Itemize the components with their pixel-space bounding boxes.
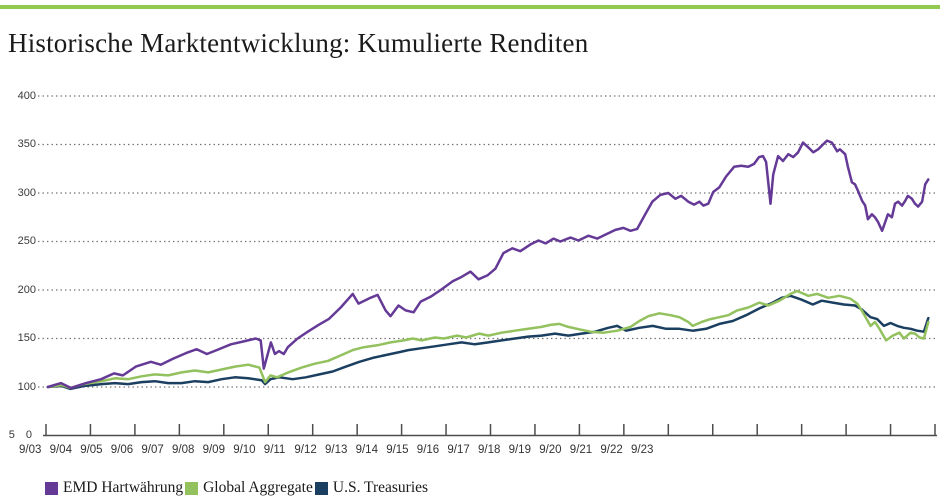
- x-tick-label-9-20: 9/20: [539, 444, 562, 456]
- legend-label: EMD Hartwährung: [63, 479, 184, 496]
- legend-item-global-aggregate: Global Aggregate: [185, 479, 315, 497]
- legend-swatch: [45, 481, 58, 495]
- x-tick-label-9-21: 9/21: [569, 444, 593, 456]
- x-tick-label-9-10: 9/10: [233, 444, 256, 456]
- x-tick-label-9-23: 9/23: [631, 444, 654, 456]
- x-tick-label-9-16: 9/16: [416, 444, 440, 456]
- y-tick-label-350: 350: [17, 138, 36, 150]
- y-tick-label-200: 200: [17, 283, 36, 296]
- series-line-u-s-treasuries: [46, 294, 930, 391]
- x-tick-label-9-04: 9/04: [49, 444, 72, 456]
- x-tick-label-9-07: 9/07: [141, 444, 164, 456]
- x-tick-label-9-13: 9/13: [325, 444, 348, 456]
- chart-legend: EMD Hartwährung Global Aggregate U.S. Trea…: [45, 479, 430, 497]
- y-tick-label-400: 400: [17, 89, 36, 102]
- legend-swatch: [314, 481, 328, 495]
- x-tick-label-9-08: 9/08: [172, 444, 195, 456]
- y-tick-label-50: 5 0: [8, 429, 36, 441]
- x-tick-label-9-09: 9/09: [202, 444, 225, 456]
- y-tick-label-100: 100: [17, 380, 36, 393]
- series-line-global-aggregate: [46, 289, 930, 390]
- legend-item-u-s-treasuries: U.S. Treasuries: [314, 479, 430, 497]
- x-tick-label-9-03: 9/03: [19, 444, 42, 456]
- x-tick-label-9-05: 9/05: [80, 444, 103, 456]
- legend-label: U.S. Treasuries: [332, 479, 429, 496]
- page-title: Historische Marktentwicklung: Kumulierte…: [8, 28, 589, 59]
- x-tick-label-9-14: 9/14: [355, 444, 378, 456]
- x-tick-label-9-17: 9/17: [447, 444, 470, 456]
- line-chart: [38, 95, 937, 437]
- series-line-emd-hartw-hrung: [46, 139, 930, 390]
- legend-item-emd-hartw-hrung: EMD Hartwährung: [45, 479, 185, 497]
- x-tick-label-9-19: 9/19: [508, 444, 531, 456]
- x-tick-label-9-18: 9/18: [478, 444, 501, 456]
- x-tick-label-9-06: 9/06: [110, 444, 134, 456]
- legend-swatch: [185, 481, 199, 495]
- x-tick-label-9-15: 9/15: [386, 444, 409, 456]
- x-tick-label-9-22: 9/22: [600, 444, 623, 456]
- y-tick-label-150: 150: [17, 332, 36, 344]
- x-tick-label-9-11: 9/11: [263, 444, 286, 456]
- y-tick-label-250: 250: [17, 235, 36, 247]
- legend-label: Global Aggregate: [203, 479, 313, 496]
- y-tick-label-300: 300: [17, 186, 36, 199]
- x-tick-label-9-12: 9/12: [294, 444, 317, 456]
- top-accent-rule: [0, 5, 940, 9]
